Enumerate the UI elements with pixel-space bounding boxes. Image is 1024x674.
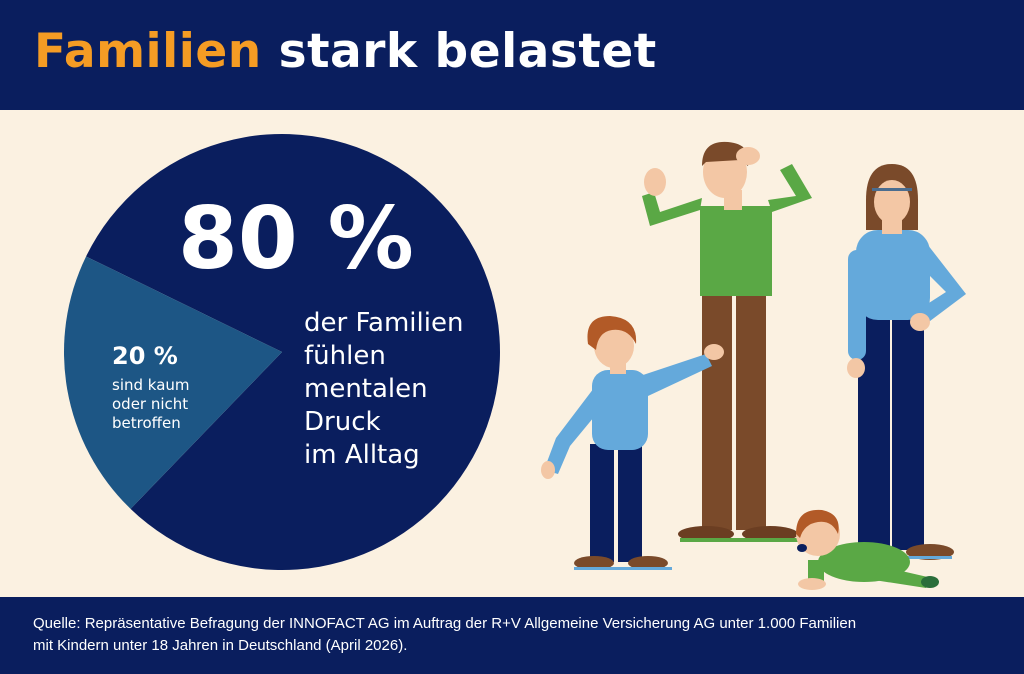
slice-20-label: 20 % [112,342,178,370]
baby-figure [796,509,939,590]
slice-20-desc-line: oder nicht [112,395,189,413]
source-line-2: mit Kindern unter 18 Jahren in Deutschla… [33,637,408,654]
page-title: Familien stark belastet [34,24,657,79]
boy-figure [541,316,724,570]
slice-80-desc-line: Druck [304,407,381,437]
slice-80-label: 80 % [178,189,414,289]
pie-slice-80 [86,134,500,571]
slice-20-desc-line: betroffen [112,414,181,432]
stressed-family-illustration [541,141,966,590]
source-footer: Quelle: Repräsentative Befragung der INN… [0,597,1024,674]
slice-80-desc-line: fühlen [304,341,386,371]
slice-80-desc-line: der Familien [304,308,464,338]
source-line-1: Quelle: Repräsentative Befragung der INN… [33,615,857,632]
slice-80-desc-line: im Alltag [304,440,420,470]
title-accent: Familien [34,24,262,79]
title-rest: stark belastet [278,24,657,79]
father-figure [642,141,812,542]
mother-figure [847,164,966,560]
header-banner: Familien stark belastet [0,0,1024,110]
pie-slice-20 [63,256,282,509]
slice-80-description: der Familien fühlen mentalen Druck im Al… [304,307,484,472]
slice-20-description: sind kaum oder nicht betroffen [112,376,190,433]
pie-chart [63,134,500,571]
slice-20-desc-line: sind kaum [112,376,190,394]
slice-80-desc-line: mentalen [304,374,428,404]
